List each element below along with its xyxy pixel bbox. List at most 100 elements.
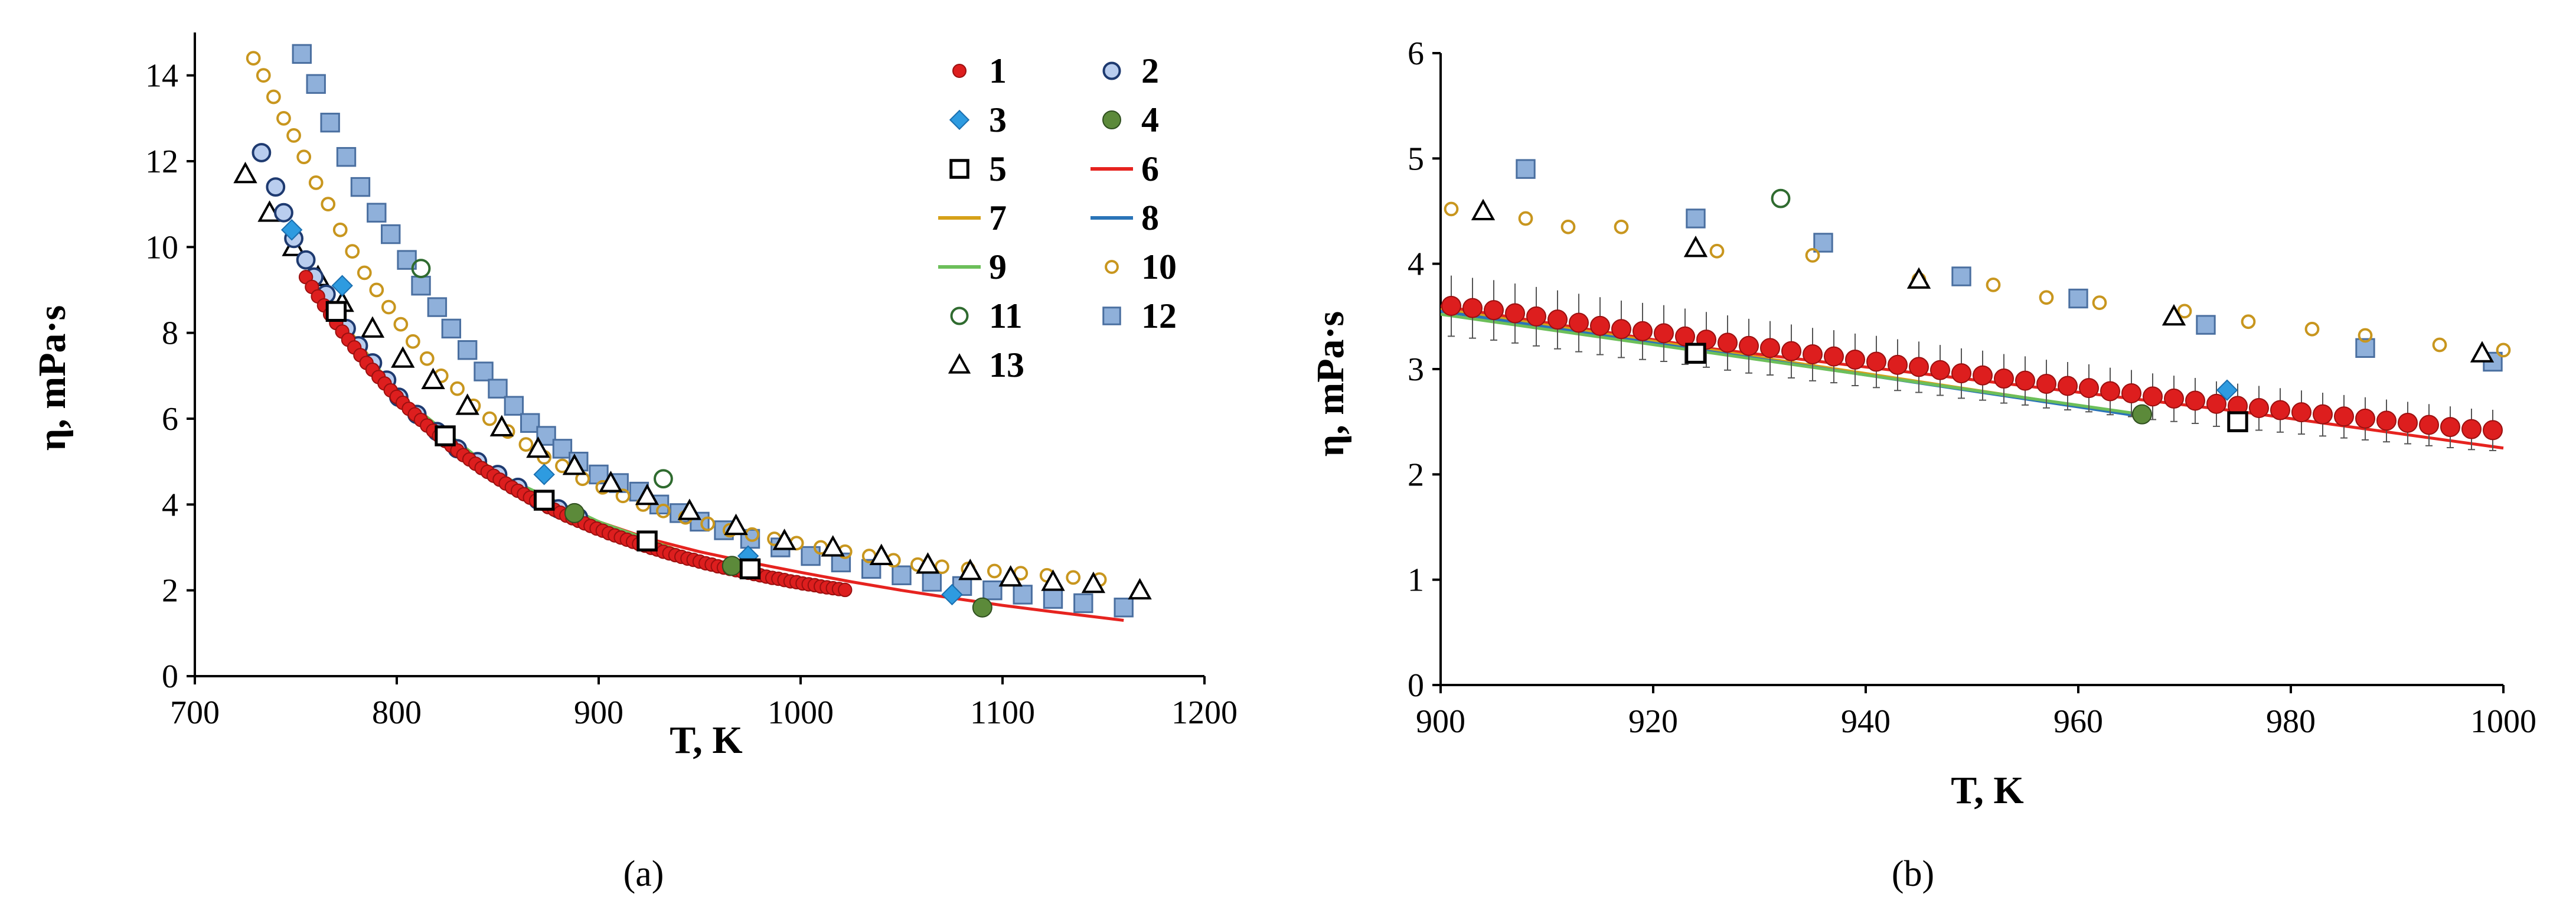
series-4-point — [721, 556, 742, 576]
x-tick-label: 700 — [170, 694, 220, 731]
series-10-point — [1518, 211, 1533, 226]
legend-label-11: 11 — [989, 296, 1023, 335]
series-10-point — [2092, 295, 2107, 311]
legend-swatch-5 — [949, 159, 969, 179]
series-1-point — [2398, 412, 2418, 433]
series-12-point — [1516, 159, 1536, 179]
series-10-point — [1560, 219, 1576, 234]
series-12-point — [306, 74, 326, 94]
legend-swatch-11 — [950, 306, 969, 325]
series-1-point — [838, 582, 853, 598]
series-12-point — [367, 203, 387, 223]
y-tick-label: 0 — [1408, 667, 1424, 704]
series-12-point — [520, 413, 540, 433]
series-12-point — [336, 147, 357, 167]
series-7-line — [305, 272, 733, 569]
series-13-point — [772, 529, 796, 550]
legend-swatch-10 — [1105, 260, 1119, 274]
series-10-point — [332, 222, 348, 237]
series-3-point — [331, 275, 353, 296]
series-1-point — [2036, 373, 2056, 394]
series-5-point — [533, 490, 555, 511]
series-10-point — [381, 299, 396, 315]
series-1-point — [1909, 357, 1929, 377]
x-tick-label: 800 — [372, 694, 422, 731]
series-12-point — [1813, 233, 1833, 253]
series-13-point — [360, 316, 385, 338]
series-12-point — [892, 565, 912, 585]
series-10-point — [2177, 304, 2192, 319]
y-tick-label: 14 — [145, 58, 178, 94]
series-1-point — [2164, 388, 2184, 409]
series-1-point — [1781, 341, 1801, 361]
series-5-point — [325, 301, 347, 322]
series-10-point — [987, 563, 1002, 579]
series-1-point — [2355, 408, 2375, 429]
series-13-point — [1128, 578, 1152, 600]
series-10-point — [2358, 328, 2373, 343]
series-3-point — [533, 464, 555, 485]
series-10-point — [482, 411, 497, 426]
series-1-point — [1994, 368, 2014, 389]
series-13-point — [526, 436, 550, 458]
series-8-line — [305, 276, 733, 568]
series-13-point — [2470, 341, 2495, 363]
y-tick-label: 2 — [162, 573, 178, 609]
series-5-point — [1685, 343, 1706, 364]
series-10-point — [405, 334, 420, 349]
series-1-point — [1930, 360, 1950, 380]
series-1-point — [2291, 402, 2311, 423]
legend-swatch-12 — [1102, 306, 1121, 325]
chart-panel-b: η, mPa·s T, K (b) — [1309, 311, 2024, 894]
series-13-point — [821, 535, 845, 557]
series-12-point — [292, 44, 312, 64]
x-tick-label: 1200 — [1171, 694, 1238, 731]
series-10-point — [246, 51, 261, 66]
series-2-point — [252, 143, 272, 162]
series-13-point — [869, 543, 893, 565]
y-tick-label: 2 — [1408, 456, 1424, 493]
series-10-point — [296, 149, 312, 165]
series-5-point — [435, 425, 456, 446]
series-12-point — [320, 112, 340, 133]
series-13-point — [916, 552, 940, 574]
series-1-point — [2058, 376, 2078, 396]
series-1-point — [2121, 383, 2141, 404]
series-1-point — [1888, 354, 1908, 375]
series-1-point — [2334, 406, 2354, 427]
legend-label-13: 13 — [989, 345, 1024, 384]
series-1-point — [1462, 298, 1483, 318]
series-1-point — [1866, 351, 1886, 372]
series-10-point — [1986, 277, 2001, 292]
series-1-point — [2419, 415, 2439, 435]
series-1-point — [2143, 386, 2163, 407]
series-4-point — [564, 503, 585, 523]
plot-area-1: 0 1 2 3 4 5 6 900 920 940 960 980 1000 — [1408, 35, 2536, 740]
series-layer — [1441, 159, 2511, 451]
series-1-point — [1803, 344, 1823, 365]
series-13-point — [1081, 571, 1106, 593]
series-10-point — [369, 282, 384, 298]
series-1-point — [2270, 400, 2290, 420]
series-12-point — [801, 546, 821, 566]
x-tick-label: 940 — [1841, 703, 1891, 740]
series-1-point — [2206, 393, 2226, 414]
series-12-point — [1686, 208, 1706, 229]
legend-label-5: 5 — [989, 149, 1007, 188]
series-10-point — [308, 175, 324, 190]
series-1-point — [1547, 309, 1568, 330]
legend-label-9: 9 — [989, 247, 1007, 286]
series-1-point — [1718, 332, 1738, 353]
series-13-point — [1471, 198, 1496, 220]
legend-label-3: 3 — [989, 100, 1007, 139]
y-tick-label: 4 — [162, 487, 178, 523]
x-tick-label: 920 — [1628, 703, 1678, 740]
y-tick-label: 6 — [162, 401, 178, 438]
series-1-point — [1590, 315, 1610, 336]
series-10-point — [2432, 337, 2447, 353]
series-5-point — [2227, 411, 2248, 432]
x-tick-label: 1000 — [2470, 703, 2536, 740]
series-10-point — [1709, 243, 1725, 259]
series-13-point — [391, 346, 415, 368]
